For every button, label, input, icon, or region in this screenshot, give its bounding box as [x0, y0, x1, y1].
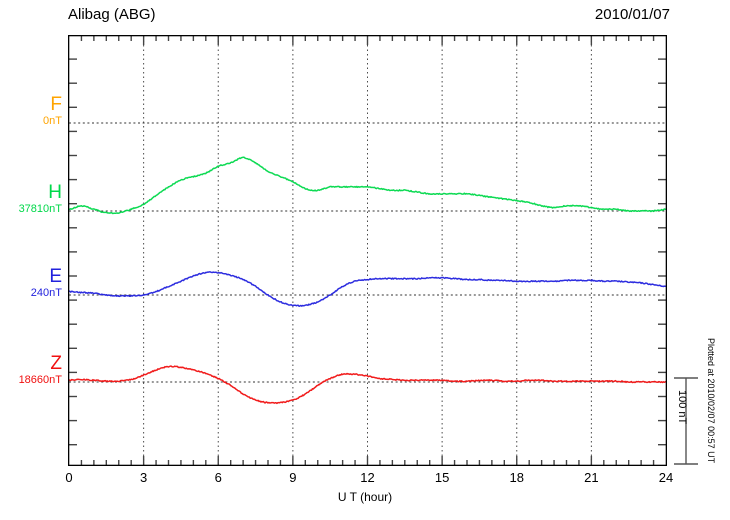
x-axis-title: U T (hour) — [337, 490, 393, 504]
x-tick-label: 6 — [214, 470, 222, 485]
component-baseline-e: 240nT — [30, 287, 62, 299]
component-label-z: Z 18660nT — [0, 354, 62, 386]
trace-h — [68, 156, 667, 215]
component-letter-h: H — [48, 182, 62, 203]
x-tick-label: 9 — [289, 470, 297, 485]
component-label-h: H 37810nT — [0, 183, 62, 215]
component-letter-e: E — [49, 266, 62, 287]
component-baseline-h: 37810nT — [18, 203, 62, 215]
magnetogram-svg — [68, 35, 667, 466]
x-tick-label: 12 — [360, 470, 375, 485]
component-label-e: E 240nT — [0, 267, 62, 299]
page-title: Alibag (ABG) — [68, 6, 156, 23]
scale-bar — [674, 377, 698, 465]
trace-z — [68, 365, 667, 405]
observation-date: 2010/01/07 — [594, 6, 670, 23]
component-baseline-f: 0nT — [43, 115, 62, 127]
plotted-timestamp: Plotted at 2010/02/07 00:57 UT — [706, 338, 716, 464]
x-tick-label: 18 — [509, 470, 524, 485]
component-label-f: F 0nT — [0, 95, 62, 127]
x-tick-label: 24 — [658, 470, 674, 485]
scale-bar-label: 100 nT — [676, 390, 688, 425]
axis-ticks-layer — [69, 36, 666, 465]
plot-border — [68, 35, 667, 466]
x-tick-label: 15 — [434, 470, 450, 485]
plot-area — [68, 35, 667, 466]
x-tick-label: 3 — [140, 470, 148, 485]
data-traces-layer — [68, 156, 667, 405]
component-baseline-z: 18660nT — [18, 374, 62, 386]
x-tick-label: 0 — [65, 470, 73, 485]
trace-e — [68, 271, 667, 307]
component-letter-z: Z — [50, 353, 62, 374]
x-tick-label: 21 — [584, 470, 599, 485]
grid-layer — [69, 36, 666, 465]
component-letter-f: F — [50, 94, 62, 115]
